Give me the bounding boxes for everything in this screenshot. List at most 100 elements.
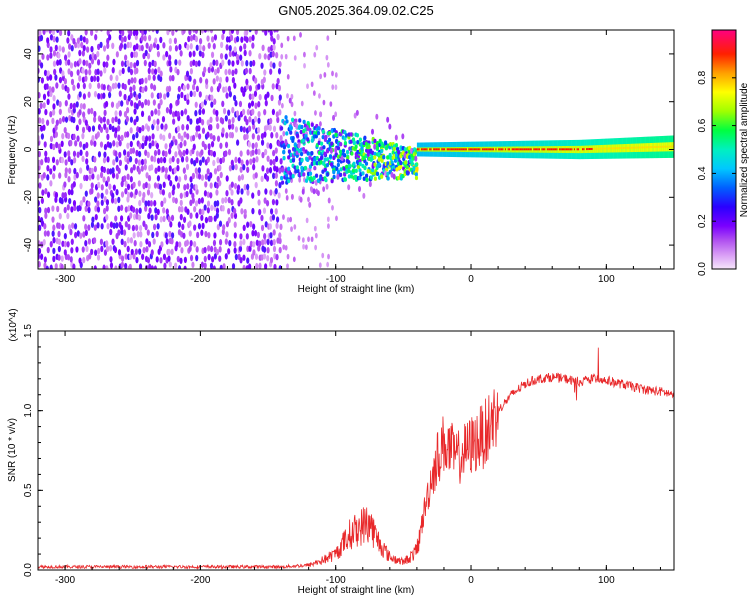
heatmap-cell: [227, 68, 232, 76]
heatmap-cell: [93, 224, 97, 231]
heatmap-cell: [82, 231, 86, 238]
heatmap-cell: [198, 44, 202, 51]
heatmap-cell: [297, 142, 301, 149]
heatmap-cell: [66, 132, 71, 140]
heatmap-cell: [115, 74, 119, 82]
heatmap-cell: [192, 143, 196, 151]
heatmap-cell: [210, 51, 215, 59]
heatmap-cell: [316, 190, 320, 197]
heatmap-cell: [126, 157, 130, 165]
heatmap-cell: [221, 33, 225, 41]
heatmap-cell: [269, 68, 273, 75]
heatmap-cell: [151, 133, 155, 140]
heatmap-cell: [102, 264, 106, 269]
heatmap-cell: [38, 206, 42, 214]
heatmap-cell: [204, 216, 209, 224]
heatmap-cell: [154, 207, 158, 214]
heatmap-cell: [105, 205, 109, 212]
heatmap-cell: [206, 119, 210, 126]
heatmap-cell: [246, 108, 250, 116]
heatmap-cell: [207, 42, 211, 49]
heatmap-cell: [195, 150, 200, 157]
heatmap-cell: [171, 74, 175, 82]
heatmap-cell: [138, 248, 142, 255]
heatmap-cell: [52, 95, 56, 102]
heatmap-cell: [146, 189, 151, 196]
heatmap-cell: [45, 265, 49, 269]
heatmap-cell: [120, 60, 125, 67]
heatmap-cell: [209, 116, 213, 124]
colorbar-tick-label: 0.8: [697, 70, 708, 84]
heatmap-cell: [85, 141, 89, 149]
heatmap-cell: [49, 46, 53, 53]
heatmap-cell: [356, 164, 361, 170]
heatmap-cell: [215, 75, 219, 82]
heatmap-cell: [598, 147, 600, 150]
heatmap-cell: [224, 68, 228, 76]
heatmap-cell: [231, 116, 235, 124]
heatmap-cell: [271, 214, 276, 221]
heatmap-cell: [258, 262, 262, 269]
heatmap-cell: [120, 255, 125, 262]
heatmap-cell: [43, 262, 47, 269]
heatmap-cell: [306, 137, 310, 142]
heatmap-cell: [502, 148, 504, 151]
heatmap-cell: [81, 76, 86, 83]
heatmap-cell: [137, 100, 142, 107]
colorbar-tick-label: 0.2: [697, 214, 708, 228]
heatmap-cell: [240, 159, 244, 166]
colorbar-frame: [711, 29, 737, 270]
heatmap-cell: [162, 215, 166, 223]
heatmap-cell: [61, 46, 65, 53]
heatmap-cell: [240, 188, 244, 195]
heatmap-cell: [74, 140, 78, 147]
heatmap-cell: [336, 162, 340, 168]
heatmap-cell: [151, 140, 155, 147]
heatmap-cell: [129, 68, 134, 76]
heatmap-cell: [313, 51, 317, 58]
heatmap-cell: [348, 163, 352, 169]
heatmap-cell: [76, 37, 80, 44]
heatmap-cell: [284, 53, 288, 60]
heatmap-cell: [640, 146, 642, 149]
heatmap-cell: [137, 214, 142, 221]
heatmap-cell: [263, 197, 267, 204]
heatmap-cell: [541, 148, 543, 151]
heatmap-cell: [267, 46, 271, 53]
heatmap-cell: [177, 85, 181, 93]
heatmap-cell: [172, 184, 176, 191]
heatmap-cell: [295, 123, 299, 130]
heatmap-cell: [144, 200, 148, 207]
heatmap-cell: [537, 148, 539, 151]
heatmap-cell: [113, 131, 118, 139]
heatmap-cell: [205, 78, 209, 85]
heatmap-cell: [343, 153, 347, 158]
heatmap-cell: [219, 142, 223, 149]
heatmap-cell: [189, 188, 193, 195]
heatmap-cell: [672, 145, 674, 148]
heatmap-cell: [165, 107, 170, 114]
heatmap-cell: [169, 103, 173, 110]
heatmap-cell: [84, 190, 88, 197]
heatmap-cell: [326, 62, 330, 68]
heatmap-cell: [347, 168, 351, 174]
heatmap-cell: [40, 197, 44, 204]
heatmap-cell: [180, 135, 184, 142]
heatmap-cell: [583, 148, 585, 151]
heatmap-cell: [517, 148, 519, 151]
heatmap-cell: [242, 224, 246, 232]
heatmap-cell: [233, 207, 237, 215]
heatmap-cell: [318, 262, 322, 268]
heatmap-cell: [380, 148, 384, 154]
heatmap-cell: [183, 184, 187, 191]
heatmap-cell: [274, 172, 278, 179]
heatmap-cell: [301, 237, 305, 243]
heatmap-cell: [178, 43, 182, 51]
heatmap-cell: [317, 140, 321, 146]
heatmap-cell: [358, 185, 362, 192]
heatmap-cell: [248, 245, 252, 252]
heatmap-cell: [118, 139, 122, 147]
heatmap-cell: [161, 115, 166, 123]
heatmap-cell: [307, 236, 310, 243]
heatmap-cell: [284, 245, 288, 251]
